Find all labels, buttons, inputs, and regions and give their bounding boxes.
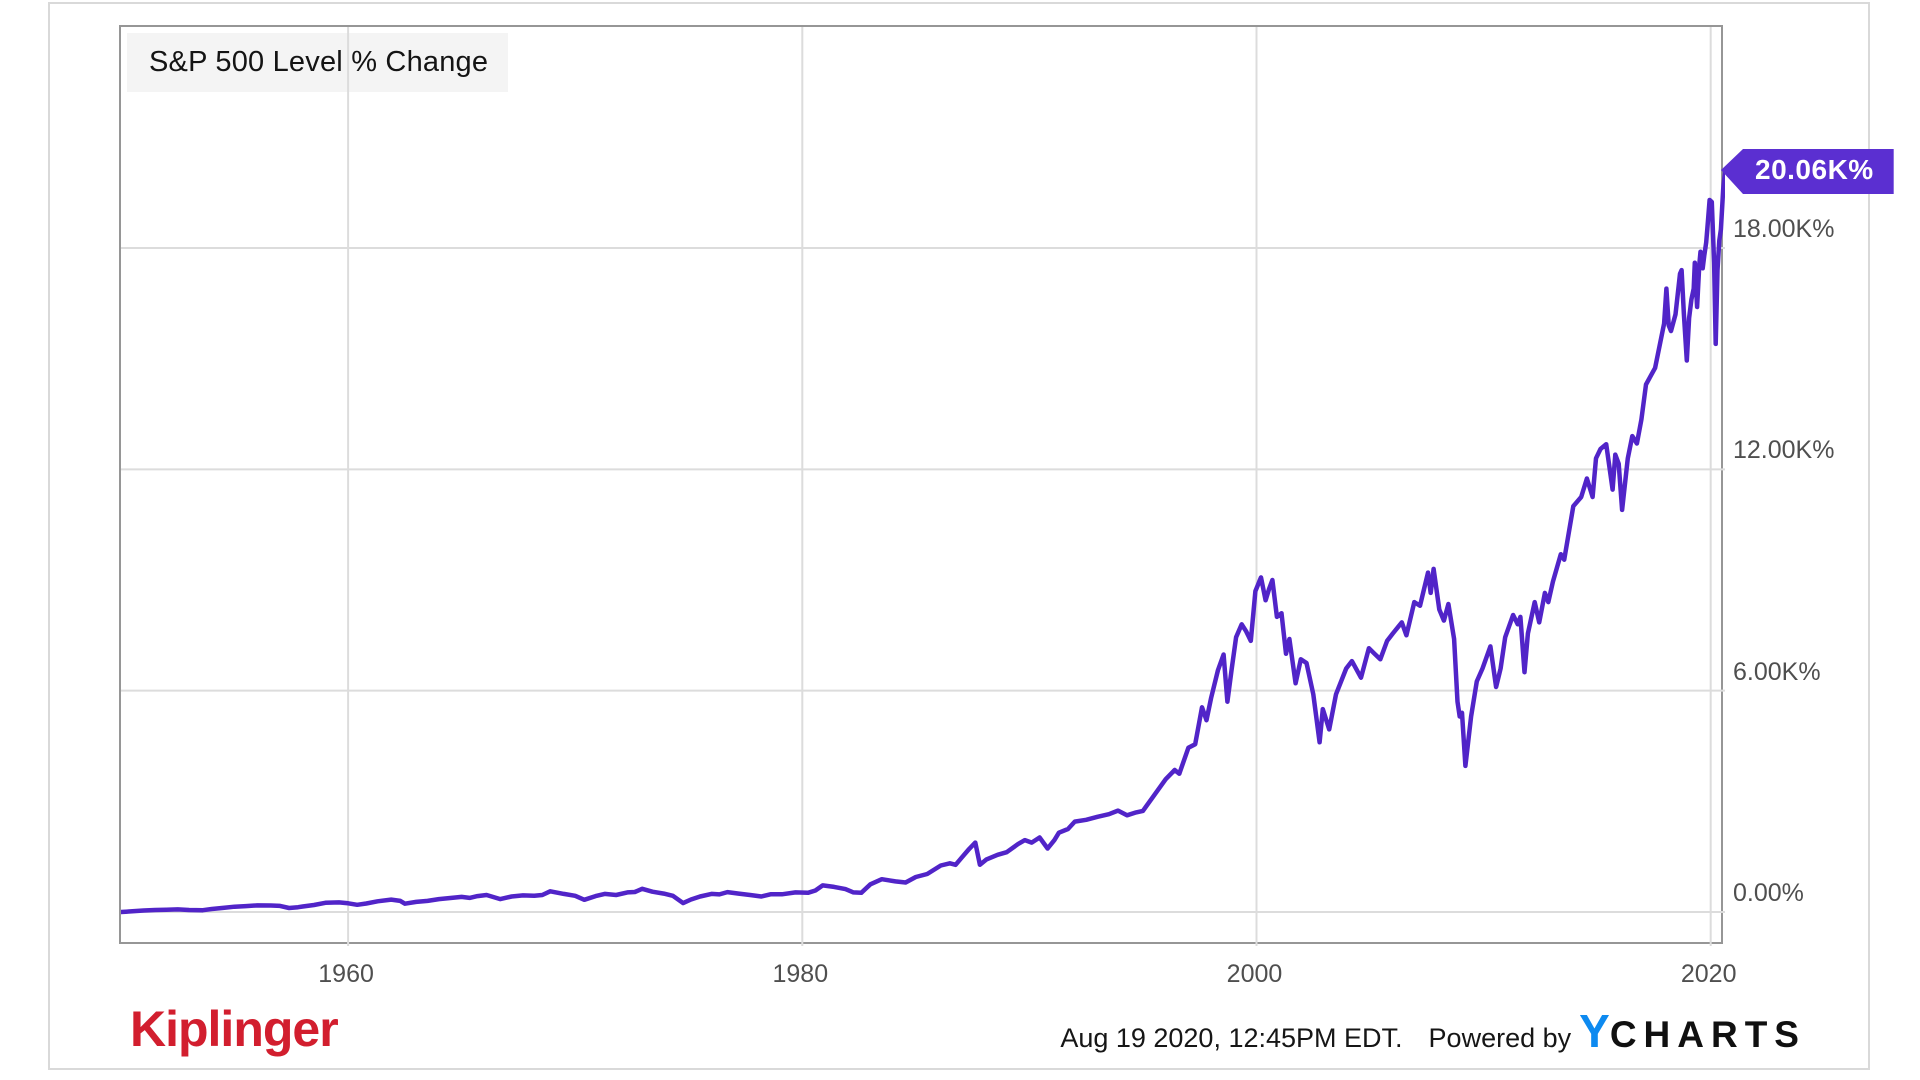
chart-card: S&P 500 Level % Change 18.00K% 12.00K% 6.0…	[48, 2, 1894, 1070]
attribution: Aug 19 2020, 12:45PM EDT. Powered by Y C…	[1060, 1008, 1806, 1054]
y-tick-label: 12.00K%	[1733, 436, 1835, 465]
plot-area: S&P 500 Level % Change	[119, 25, 1725, 946]
y-tick-label: 6.00K%	[1733, 657, 1821, 686]
ycharts-y-icon: Y	[1579, 1005, 1610, 1057]
x-tick-label: 1980	[772, 960, 829, 988]
y-tick-label: 18.00K%	[1733, 214, 1835, 243]
ycharts-logo: Y CHARTS	[1579, 1008, 1806, 1054]
line-chart	[121, 27, 1725, 946]
last-value-label: 20.06K%	[1755, 153, 1874, 185]
sp500-line	[121, 169, 1725, 915]
timestamp: Aug 19 2020, 12:45PM EDT.	[1060, 1023, 1403, 1053]
powered-by-label: Powered by	[1428, 1023, 1572, 1053]
chart-title-box: S&P 500 Level % Change	[127, 33, 508, 92]
last-value-badge: 20.06K%	[1721, 148, 1894, 194]
chart-title: S&P 500 Level % Change	[149, 46, 489, 78]
kiplinger-logo: Kiplinger	[130, 1001, 339, 1057]
x-tick-label: 2020	[1680, 960, 1737, 988]
x-tick-label: 2000	[1226, 960, 1283, 988]
ycharts-wordmark: CHARTS	[1609, 1014, 1806, 1055]
y-tick-label: 0.00%	[1733, 879, 1804, 907]
x-tick-label: 1960	[318, 960, 374, 988]
